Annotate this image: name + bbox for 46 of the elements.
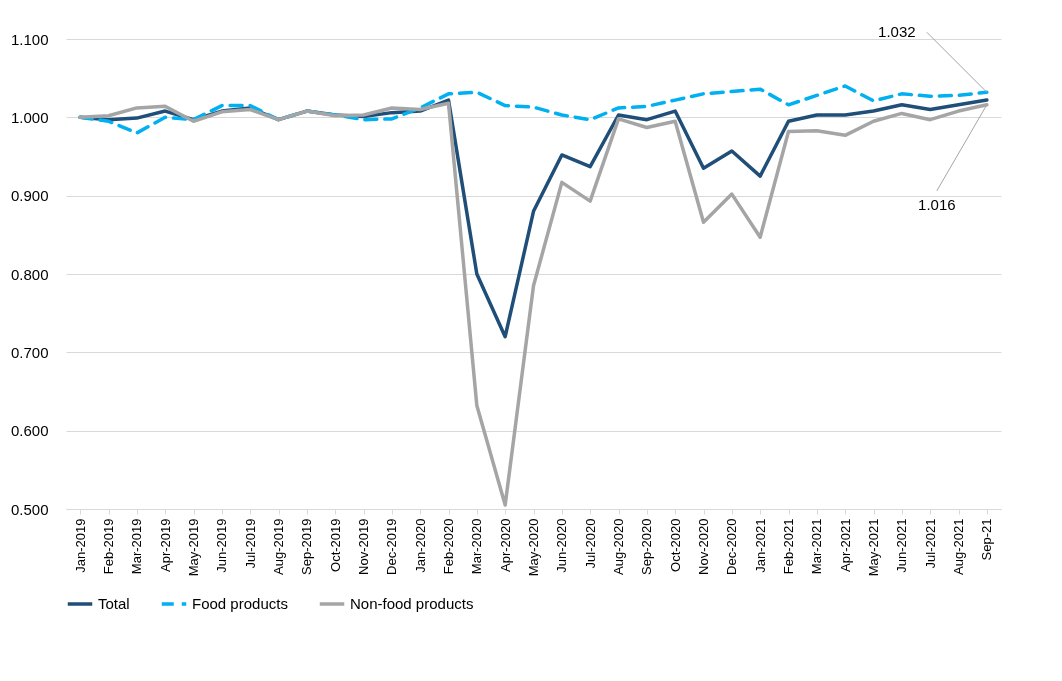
x-tick-label: Sep-21	[979, 518, 995, 561]
x-tick-label: Jun-2020	[554, 518, 570, 573]
y-tick-label: 1.000	[10, 108, 49, 126]
x-tick-label: Aug-2021	[951, 518, 966, 575]
x-tick-label: Jul-2021	[922, 518, 938, 569]
x-tick-label: Sep-2020	[639, 518, 655, 575]
x-tick-label: Feb-2019	[101, 518, 116, 575]
x-tick-label: Apr-2019	[157, 518, 173, 572]
x-tick-label: Jun-2021	[894, 518, 910, 573]
y-tick-label: 0.600	[10, 422, 49, 440]
y-tick-label: 1.100	[10, 30, 49, 48]
x-tick-label: Nov-2019	[356, 518, 371, 575]
x-tick-label: Feb-2020	[441, 518, 456, 575]
x-tick-label: Nov-2020	[696, 518, 711, 575]
x-tick-label: Apr-2021	[837, 518, 853, 572]
x-tick-label: Feb-2021	[781, 518, 796, 575]
x-tick-label: Oct-2020	[667, 518, 683, 572]
x-tick-label: Jul-2019	[242, 518, 258, 569]
x-tick-label: Oct-2019	[327, 518, 343, 572]
line-series	[78, 101, 989, 507]
x-tick-label: Jul-2020	[582, 518, 598, 569]
x-tick-label: Apr-2020	[497, 518, 513, 572]
annotation: 1.032	[878, 23, 916, 41]
x-tick-label: Mar-2021	[809, 518, 825, 575]
legend-label: Non-food products	[350, 595, 474, 612]
x-tick-label: Aug-2020	[611, 518, 626, 575]
legend-label: Food products	[192, 595, 288, 612]
x-tick-label: Mar-2019	[129, 518, 145, 575]
legend-label: Total	[98, 595, 130, 612]
y-tick-label: 0.500	[10, 500, 49, 518]
x-tick-label: Jun-2019	[214, 518, 230, 573]
x-tick-label: Dec-2020	[724, 518, 740, 575]
x-tick-label: Aug-2019	[271, 518, 286, 575]
x-tick-label: Dec-2019	[384, 518, 400, 575]
y-tick-label: 0.700	[10, 343, 49, 361]
y-tick-label: 0.900	[10, 187, 49, 205]
x-tick-label: Mar-2020	[469, 518, 485, 575]
y-tick-label: 0.800	[10, 265, 49, 283]
annotation: 1.016	[918, 195, 956, 213]
x-tick-label: Jan-2019	[72, 518, 88, 573]
x-tick-label: May-2019	[186, 518, 201, 577]
x-tick-label: May-2020	[526, 518, 541, 577]
x-tick-label: Jan-2020	[412, 518, 428, 573]
x-tick-label: May-2021	[866, 518, 881, 577]
x-tick-label: Jan-2021	[752, 518, 768, 573]
x-tick-label: Sep-2019	[299, 518, 315, 575]
